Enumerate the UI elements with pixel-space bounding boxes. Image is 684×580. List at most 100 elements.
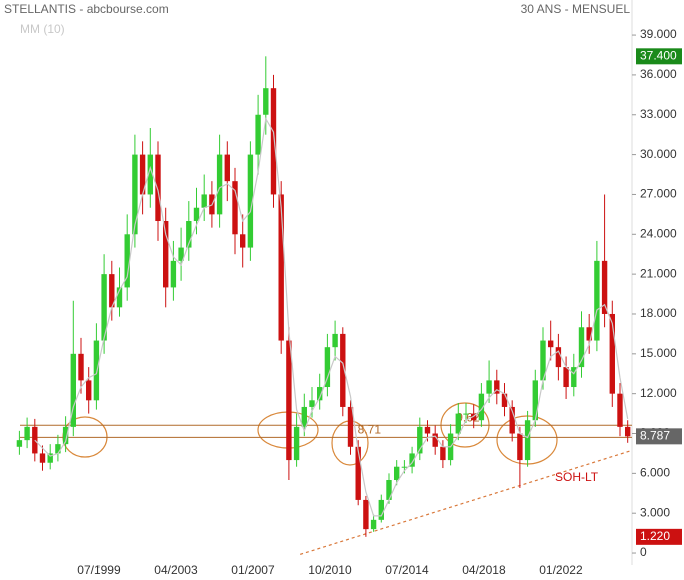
candle-body [24, 426, 30, 441]
candle-body [62, 426, 69, 445]
candle-body [440, 446, 446, 461]
candle-body [617, 393, 623, 427]
candle-body [501, 393, 508, 407]
candle-body [486, 380, 492, 394]
candle-body [386, 479, 392, 500]
candle-body [39, 453, 46, 463]
candle-body [147, 154, 153, 195]
candle-body [132, 154, 138, 235]
y-tick-label: 39.000 [640, 27, 677, 41]
x-tick-label: 01/2007 [231, 563, 275, 577]
candle-body [70, 353, 76, 427]
candle-body [232, 181, 238, 235]
y-tick-label: 18.000 [640, 306, 677, 320]
candle-body [563, 367, 569, 388]
candle-body [494, 380, 500, 394]
candle-body [55, 444, 61, 454]
candle-body [332, 333, 338, 348]
candle-body [363, 499, 369, 530]
candle-body [240, 234, 246, 248]
candle-body [478, 393, 485, 421]
y-tick-label: 27.000 [640, 187, 677, 201]
candle-body [517, 433, 523, 461]
candle-body [317, 387, 323, 401]
candle-body [571, 367, 577, 388]
candle-body [278, 194, 284, 341]
candle-body [201, 194, 207, 208]
candle-body [178, 247, 184, 261]
candle-body [509, 406, 515, 434]
candle-body [463, 413, 469, 415]
y-tick-label: 30.000 [640, 147, 677, 161]
candle-body [370, 519, 377, 530]
candle-body [347, 406, 354, 447]
candle-body [393, 466, 400, 480]
trendline [300, 450, 631, 555]
candle-body [86, 380, 92, 401]
candle-body [247, 154, 254, 248]
candle-body [263, 88, 269, 115]
price-tag [636, 48, 682, 65]
candle-body [417, 426, 423, 454]
candle-body [170, 260, 177, 288]
moving-average-line [34, 116, 629, 517]
y-tick-label: 6.000 [640, 466, 670, 480]
price-tag-label: 37.400 [640, 48, 677, 62]
candle-body [594, 260, 600, 341]
candle-body [432, 433, 438, 447]
candle-body [624, 426, 631, 437]
y-tick-label: 24.000 [640, 226, 677, 240]
x-tick-label: 07/1999 [77, 563, 121, 577]
candle-body [124, 234, 130, 288]
y-tick-label: 12.000 [640, 386, 677, 400]
candle-body [216, 154, 223, 215]
candle-body [547, 340, 554, 348]
y-tick-label: 33.000 [640, 107, 677, 121]
candle-body [16, 440, 23, 447]
x-tick-label: 01/2022 [539, 563, 583, 577]
candle-body [524, 420, 531, 461]
candle-body [139, 154, 146, 195]
candle-body [455, 413, 461, 434]
candle-body [355, 446, 361, 500]
x-tick-label: 07/2014 [385, 563, 429, 577]
candle-body [324, 347, 331, 388]
candle-body [532, 380, 538, 421]
candle-body [93, 340, 100, 401]
candle-body [609, 313, 615, 394]
y-tick-label: 3.000 [640, 505, 670, 519]
candle-body [78, 353, 84, 381]
candle-body [555, 347, 562, 368]
candle-body [255, 114, 261, 155]
chart-title: STELLANTIS - abcbourse.com [4, 2, 169, 16]
candle-body [163, 221, 169, 288]
x-tick-label: 04/2018 [462, 563, 506, 577]
candle-body [340, 333, 346, 407]
candle-body [286, 340, 292, 461]
price-tag [636, 528, 682, 545]
candle-body [293, 426, 300, 461]
y-tick-label: 21.000 [640, 266, 677, 280]
y-tick-label: 15.000 [640, 346, 677, 360]
price-tag-label: 1.220 [640, 529, 670, 543]
candle-body [540, 340, 546, 381]
price-tag-label: 8.787 [640, 429, 670, 443]
candle-body [224, 154, 230, 182]
candle-body [601, 260, 608, 314]
candle-body [586, 327, 592, 341]
candle-body [155, 154, 161, 222]
circle-annotation [496, 415, 558, 465]
trendline-label: SOH-LT [555, 470, 599, 484]
candle-body [116, 287, 123, 308]
candle-body [186, 221, 192, 248]
candle-body [193, 207, 200, 222]
candle-body [301, 406, 307, 427]
candle-body [578, 327, 585, 368]
candle-body [270, 88, 277, 195]
legend-entry: MM (10) [20, 22, 65, 36]
y-tick-label: 0 [640, 545, 647, 559]
candle-body [409, 453, 415, 467]
chart-subtitle: 30 ANS - MENSUEL [521, 2, 631, 16]
candle-body [309, 400, 315, 407]
